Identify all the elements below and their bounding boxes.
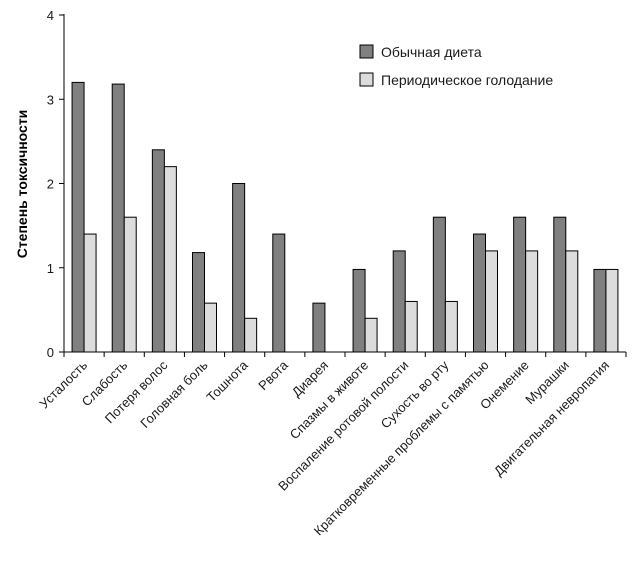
- bar-intermittent-fasting: [123, 216, 137, 353]
- y-axis-title: Степень токсичности: [14, 110, 30, 259]
- y-axis: 0 1 2 3 4: [47, 8, 65, 360]
- bar-regular-diet: [151, 149, 165, 353]
- bar-intermittent-fasting: [485, 250, 498, 353]
- legend-label: Периодическое голодание: [381, 72, 553, 88]
- x-category-label: Рвота: [255, 357, 291, 393]
- bar-intermittent-fasting: [605, 268, 619, 353]
- bar-intermittent-fasting: [444, 300, 458, 353]
- legend-swatch: [359, 44, 374, 59]
- legend-label: Обычная диета: [381, 44, 482, 60]
- x-category-label: Тошнота: [204, 357, 252, 405]
- y-tick-label: 1: [47, 261, 54, 276]
- bar-intermittent-fasting: [83, 233, 97, 353]
- bar-intermittent-fasting: [404, 300, 418, 353]
- bar-regular-diet: [593, 268, 607, 353]
- bar-regular-diet: [272, 233, 286, 353]
- bar-regular-diet: [71, 81, 85, 353]
- bar-intermittent-fasting: [163, 166, 177, 353]
- legend: Обычная диета Периодическое голодание: [359, 44, 553, 88]
- y-tick-label: 4: [47, 8, 54, 23]
- y-tick-label: 2: [47, 177, 54, 192]
- x-axis: [63, 351, 627, 357]
- bar-regular-diet: [513, 216, 527, 353]
- y-tick-label: 0: [47, 345, 54, 360]
- bar-regular-diet: [473, 233, 486, 353]
- bar-regular-diet: [352, 268, 366, 353]
- bar-regular-diet: [192, 252, 205, 353]
- y-tick-label: 3: [47, 92, 54, 107]
- bar-intermittent-fasting: [244, 317, 258, 353]
- bar-regular-diet: [232, 183, 246, 353]
- bar-regular-diet: [111, 83, 125, 353]
- bar-intermittent-fasting: [565, 250, 579, 353]
- bars: [71, 81, 619, 353]
- bar-regular-diet: [392, 250, 406, 353]
- legend-swatch: [359, 72, 374, 87]
- bar-regular-diet: [312, 302, 326, 353]
- bar-intermittent-fasting: [204, 302, 217, 353]
- bar-regular-diet: [553, 216, 567, 353]
- bar-intermittent-fasting: [525, 250, 539, 353]
- bar-regular-diet: [432, 216, 446, 353]
- bar-intermittent-fasting: [364, 317, 378, 353]
